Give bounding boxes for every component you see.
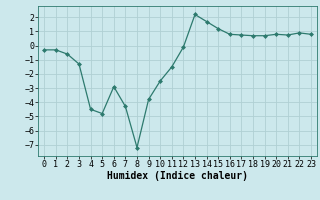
X-axis label: Humidex (Indice chaleur): Humidex (Indice chaleur): [107, 171, 248, 181]
